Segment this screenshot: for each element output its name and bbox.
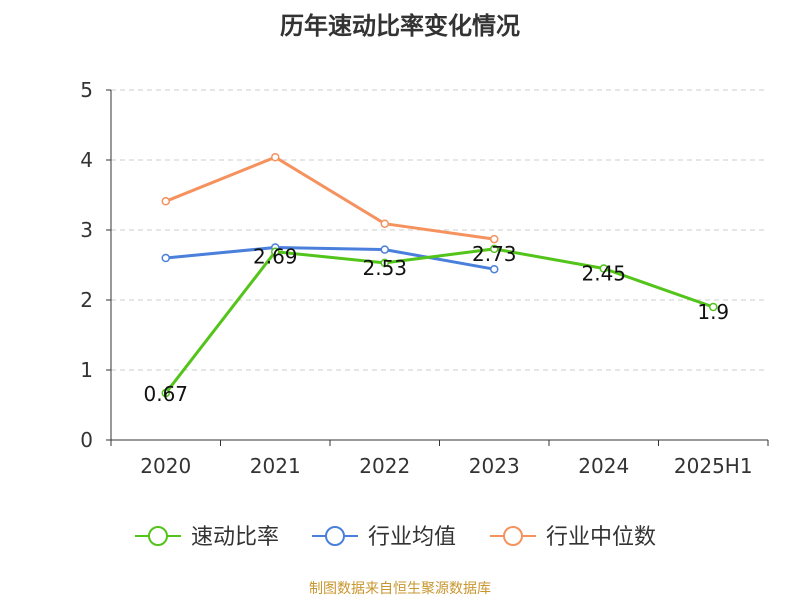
data-point	[161, 388, 170, 398]
series-line-1	[165, 246, 495, 271]
data-label: 2.69	[253, 245, 298, 269]
data-point	[709, 302, 718, 312]
grid-lines	[111, 89, 768, 371]
data-point	[380, 219, 389, 228]
data-point	[161, 197, 170, 206]
legend-marker	[325, 526, 345, 546]
legend-label: 行业中位数	[546, 525, 656, 550]
legend-label: 行业均值	[368, 525, 456, 550]
data-point	[161, 253, 170, 263]
data-point	[490, 234, 499, 244]
axes: 0 1 2 3 4 5 2020 2021 2022 2023 2024 2025H1	[80, 78, 769, 478]
legend-label: 速动比率	[191, 525, 279, 550]
y-tick-label: 2	[80, 288, 93, 312]
data-point	[490, 244, 499, 254]
x-tick-label: 2020	[140, 454, 191, 478]
data-label: 2.45	[581, 262, 626, 286]
legend-marker	[503, 526, 523, 546]
x-tick-label: 2023	[469, 454, 520, 478]
y-tick-label: 3	[80, 218, 93, 242]
data-label: 2.53	[362, 256, 407, 280]
y-tick-label: 0	[80, 428, 93, 452]
x-tick-label: 2025H1	[674, 454, 753, 478]
data-label: 1.9	[697, 300, 729, 324]
data-point	[380, 258, 389, 268]
series-group	[161, 152, 718, 398]
data-point	[490, 264, 499, 274]
data-point	[380, 245, 389, 254]
data-point	[599, 264, 608, 273]
source-footer: 制图数据来自恒生聚源数据库	[309, 581, 491, 597]
series-line-0	[164, 247, 714, 395]
chart-title: 历年速动比率变化情况	[280, 12, 520, 40]
data-labels: 0.67 2.69 2.53 2.73 2.45 1.9	[143, 242, 729, 406]
data-point	[271, 247, 280, 256]
series-line-2	[165, 155, 495, 241]
data-label: 2.73	[472, 242, 517, 266]
y-tick-label: 1	[80, 358, 93, 382]
legend-marker	[148, 526, 168, 546]
y-tick-label: 5	[80, 78, 93, 102]
x-tick-label: 2021	[250, 454, 301, 478]
data-label: 0.67	[143, 382, 188, 406]
x-tick-label: 2024	[578, 454, 629, 478]
data-point	[271, 152, 280, 162]
x-tick-label: 2022	[359, 454, 410, 478]
legend: 速动比率 行业均值 行业中位数	[135, 525, 656, 550]
y-tick-label: 4	[80, 148, 93, 172]
